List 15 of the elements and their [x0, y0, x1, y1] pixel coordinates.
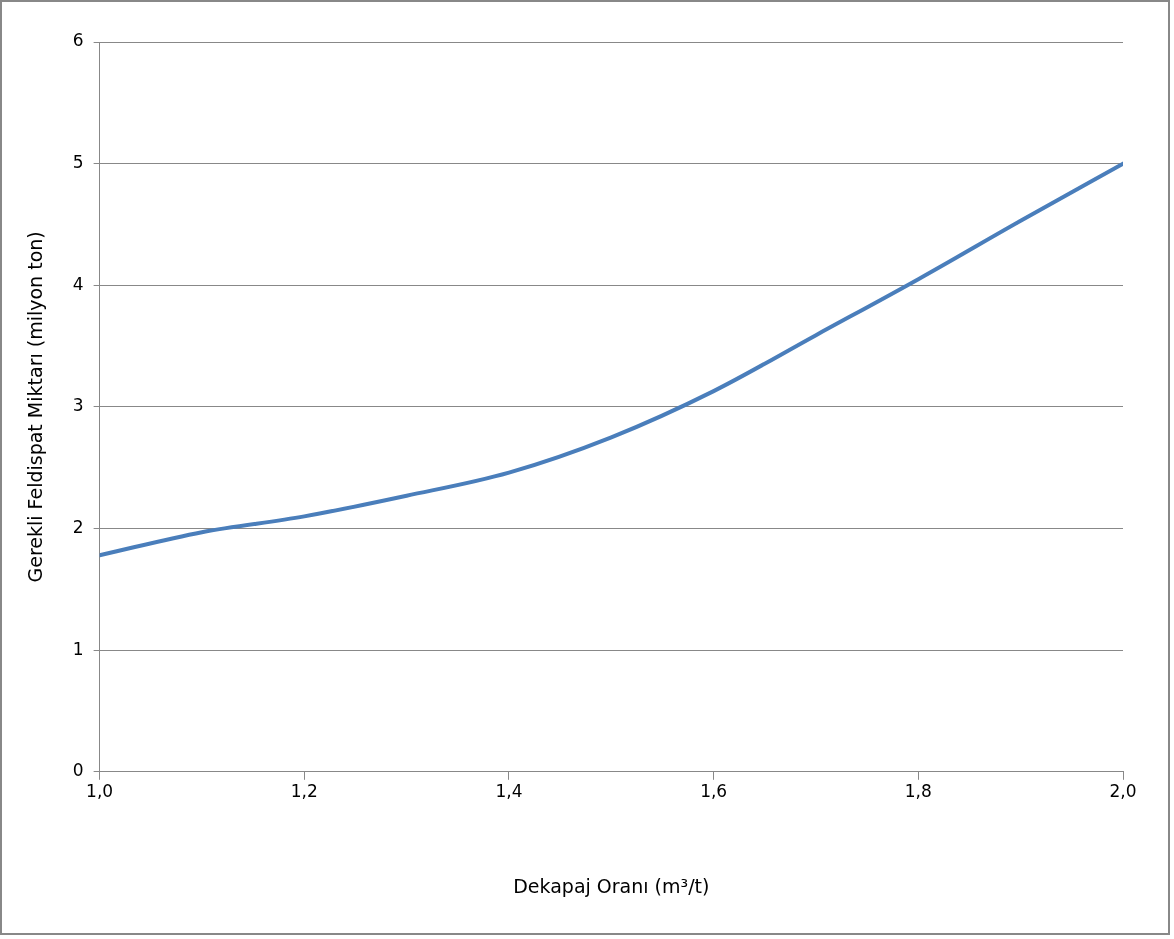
y-axis-title: Gerekli Feldispat Miktarı (milyon ton)	[24, 231, 47, 583]
y-tick-label: 0	[72, 760, 84, 781]
x-tick-label: 1,0	[86, 781, 114, 802]
x-axis-title: Dekapaj Oranı (m³/t)	[513, 874, 710, 897]
y-tick-label: 5	[72, 152, 84, 173]
x-tick-label: 1,2	[290, 781, 318, 802]
x-tick-label: 1,4	[495, 781, 523, 802]
y-tick-label: 4	[72, 273, 84, 294]
x-tick-label: 1,6	[700, 781, 728, 802]
x-tick-label: 2,0	[1109, 781, 1137, 802]
x-tick-label: 1,8	[904, 781, 932, 802]
y-tick-label: 3	[72, 395, 84, 416]
y-tick-label: 1	[72, 638, 84, 659]
y-tick-label: 2	[72, 516, 84, 537]
y-tick-label: 6	[72, 30, 84, 51]
